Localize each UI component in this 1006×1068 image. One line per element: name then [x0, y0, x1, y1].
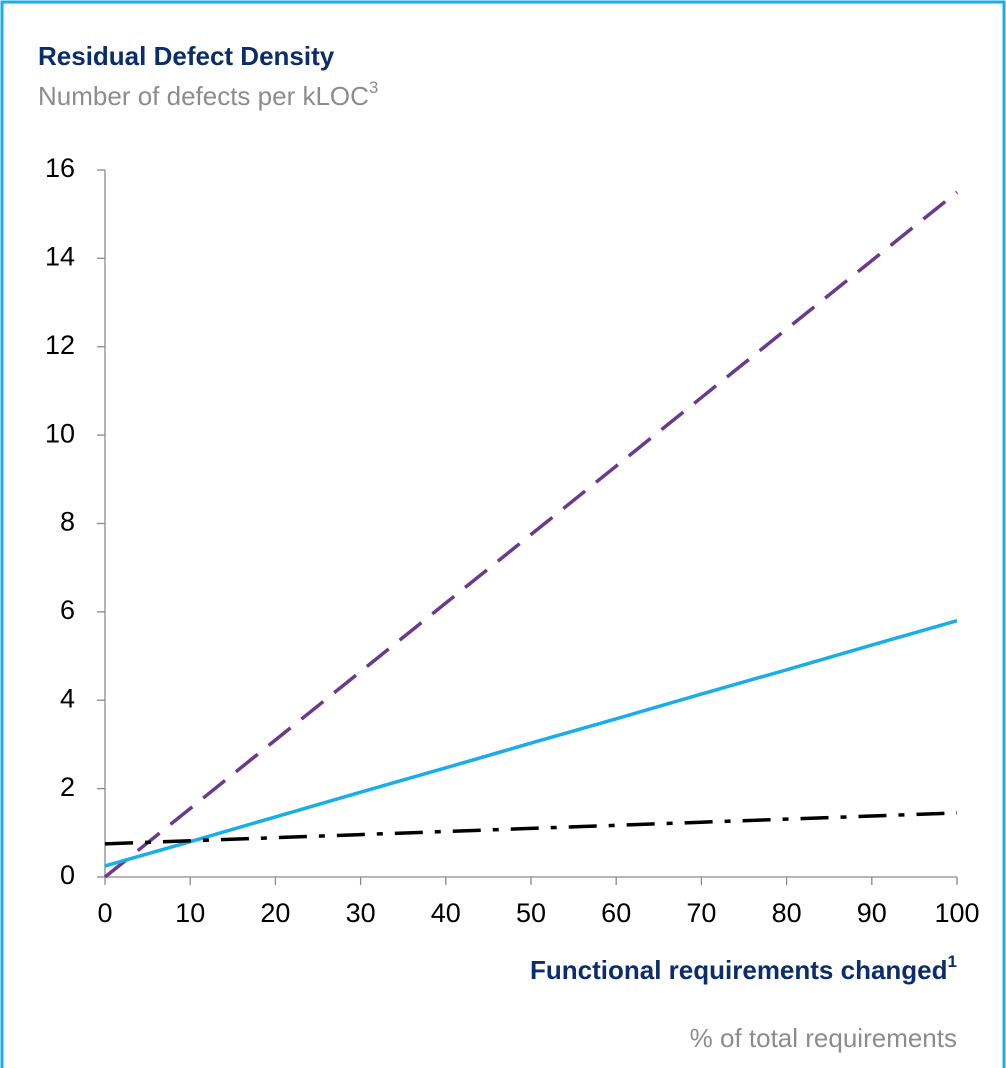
x-label-text: Functional requirements changed — [530, 955, 948, 985]
y-tick-label: 12 — [45, 330, 75, 360]
y-tick-label: 2 — [60, 772, 75, 802]
x-tick-label: 100 — [934, 898, 979, 928]
x-tick-label: 30 — [346, 898, 376, 928]
chart-title: Residual Defect Density — [38, 41, 335, 71]
y-tick-label: 16 — [45, 153, 75, 183]
series-line — [103, 190, 959, 879]
x-axis-label: Functional requirements changed1 — [530, 952, 957, 984]
y-tick-label: 10 — [45, 418, 75, 448]
x-tick-label: 20 — [260, 898, 290, 928]
x-axis-sublabel: % of total requirements — [690, 1023, 957, 1053]
x-tick-label: 40 — [431, 898, 461, 928]
y-tick-label: 8 — [60, 507, 75, 537]
y-tick-label: 6 — [60, 595, 75, 625]
chart-subtitle: Number of defects per kLOC3 — [38, 78, 378, 110]
y-tick-label: 0 — [60, 860, 75, 890]
x-label-superscript: 1 — [948, 952, 957, 971]
x-tick-label: 0 — [97, 898, 112, 928]
series-line — [104, 811, 958, 846]
x-tick-label: 80 — [772, 898, 802, 928]
x-tick-label: 50 — [516, 898, 546, 928]
x-tick-label: 90 — [857, 898, 887, 928]
x-tick-label: 10 — [175, 898, 205, 928]
series-line — [104, 619, 958, 868]
y-tick-label: 14 — [45, 242, 75, 272]
subtitle-text: Number of defects per kLOC — [38, 81, 369, 111]
x-tick-label: 70 — [686, 898, 716, 928]
subtitle-superscript: 3 — [369, 78, 378, 97]
y-tick-label: 4 — [60, 683, 75, 713]
x-tick-label: 60 — [601, 898, 631, 928]
